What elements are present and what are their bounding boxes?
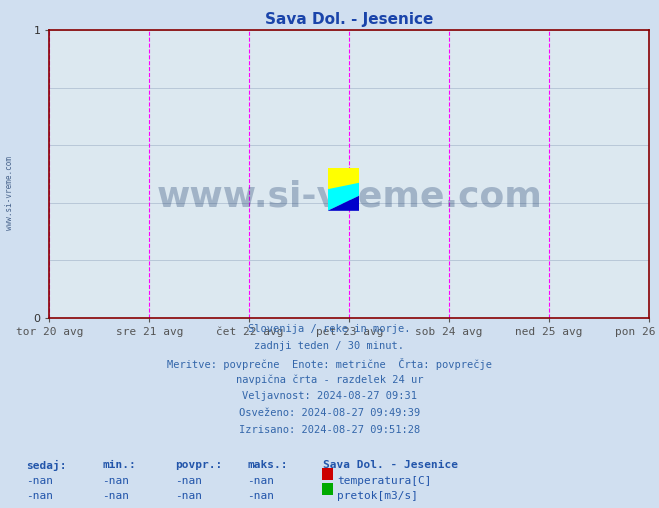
Text: min.:: min.: [102, 460, 136, 470]
Text: maks.:: maks.: [247, 460, 287, 470]
Text: -nan: -nan [26, 491, 53, 501]
Text: www.si-vreme.com: www.si-vreme.com [156, 180, 542, 214]
Polygon shape [328, 183, 359, 211]
Text: Slovenija / reke in morje.: Slovenija / reke in morje. [248, 324, 411, 334]
Polygon shape [328, 168, 359, 189]
Polygon shape [328, 196, 359, 211]
Text: zadnji teden / 30 minut.: zadnji teden / 30 minut. [254, 341, 405, 351]
Text: Osveženo: 2024-08-27 09:49:39: Osveženo: 2024-08-27 09:49:39 [239, 408, 420, 418]
Polygon shape [328, 168, 345, 189]
Text: -nan: -nan [247, 476, 274, 486]
Text: navpična črta - razdelek 24 ur: navpična črta - razdelek 24 ur [236, 374, 423, 385]
Text: -nan: -nan [175, 491, 202, 501]
Text: www.si-vreme.com: www.si-vreme.com [5, 156, 14, 230]
Text: -nan: -nan [247, 491, 274, 501]
Text: povpr.:: povpr.: [175, 460, 222, 470]
Text: Veljavnost: 2024-08-27 09:31: Veljavnost: 2024-08-27 09:31 [242, 391, 417, 401]
Text: temperatura[C]: temperatura[C] [337, 476, 432, 486]
Text: sedaj:: sedaj: [26, 460, 67, 471]
Text: -nan: -nan [102, 491, 129, 501]
Text: Izrisano: 2024-08-27 09:51:28: Izrisano: 2024-08-27 09:51:28 [239, 425, 420, 435]
Text: -nan: -nan [175, 476, 202, 486]
Title: Sava Dol. - Jesenice: Sava Dol. - Jesenice [265, 12, 434, 26]
Text: -nan: -nan [26, 476, 53, 486]
Text: Meritve: povprečne  Enote: metrične  Črta: povprečje: Meritve: povprečne Enote: metrične Črta:… [167, 358, 492, 370]
Text: -nan: -nan [102, 476, 129, 486]
Text: pretok[m3/s]: pretok[m3/s] [337, 491, 418, 501]
Polygon shape [328, 168, 359, 189]
Text: Sava Dol. - Jesenice: Sava Dol. - Jesenice [323, 460, 458, 470]
